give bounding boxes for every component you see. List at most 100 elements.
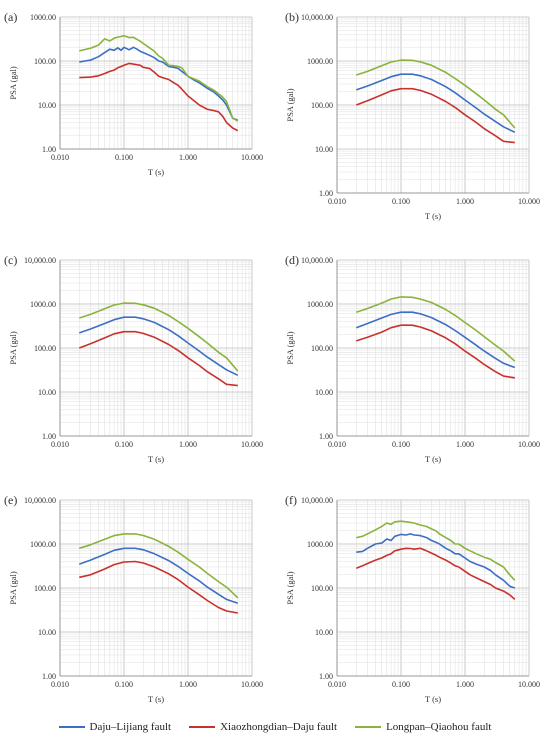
x-tick-label: 0.010 bbox=[51, 440, 69, 449]
legend-swatch-blue bbox=[58, 726, 85, 728]
x-tick-label: 0.010 bbox=[51, 153, 69, 162]
y-tick-label: 10.00 bbox=[315, 388, 333, 397]
series-line bbox=[356, 59, 516, 129]
series-line bbox=[356, 520, 516, 581]
series-line bbox=[79, 533, 239, 599]
series-line bbox=[79, 62, 239, 132]
panel-label: (d) bbox=[285, 253, 299, 267]
legend-item-daju-lijiang: Daju–Lijiang fault bbox=[58, 721, 172, 733]
y-tick-label: 1.00 bbox=[42, 432, 56, 441]
y-tick-label: 10,000.00 bbox=[301, 13, 333, 22]
y-tick-label: 10.00 bbox=[315, 628, 333, 637]
y-axis-title: PSA (gal) bbox=[8, 571, 18, 604]
x-tick-label: 10.000 bbox=[518, 197, 540, 206]
x-tick-label: 10.000 bbox=[241, 153, 263, 162]
x-tick-label: 10.000 bbox=[518, 440, 540, 449]
panel-label: (f) bbox=[285, 493, 297, 507]
x-tick-label: 1.000 bbox=[179, 440, 197, 449]
series-line bbox=[356, 296, 516, 362]
y-tick-label: 10.00 bbox=[38, 101, 56, 110]
x-axis-title: T (s) bbox=[148, 167, 164, 177]
y-tick-label: 1000.00 bbox=[307, 540, 333, 549]
legend-swatch-red bbox=[189, 726, 216, 728]
y-tick-label: 10,000.00 bbox=[301, 256, 333, 265]
y-tick-label: 1000.00 bbox=[30, 13, 56, 22]
y-tick-label: 1000.00 bbox=[30, 300, 56, 309]
chart-panel: 1.00 10.00 100.00 1000.00 10,000.00 0.010 0.10… bbox=[285, 10, 540, 221]
series-line bbox=[356, 87, 515, 144]
series-line bbox=[79, 560, 238, 614]
x-tick-label: 0.010 bbox=[328, 197, 346, 206]
y-tick-label: 10.00 bbox=[38, 628, 56, 637]
y-tick-label: 1.00 bbox=[42, 145, 56, 154]
x-tick-label: 0.100 bbox=[392, 197, 410, 206]
series-line bbox=[79, 34, 239, 122]
chart-panel: 1.00 10.00 100.00 1000.00 10,000.00 0.010 0.10… bbox=[4, 493, 263, 704]
x-tick-label: 10.000 bbox=[241, 680, 263, 689]
series-line bbox=[79, 330, 238, 387]
series-line bbox=[79, 547, 239, 605]
x-tick-label: 0.010 bbox=[51, 680, 69, 689]
x-tick-label: 1.000 bbox=[179, 153, 197, 162]
panel-label: (c) bbox=[4, 253, 17, 267]
y-tick-label: 1.00 bbox=[319, 432, 333, 441]
chart-panel: 1.00 10.00 100.00 1000.00 10,000.00 0.010 0.10… bbox=[4, 253, 263, 464]
y-tick-label: 1000.00 bbox=[307, 57, 333, 66]
legend-label: Longpan–Qiaohou fault bbox=[386, 721, 492, 733]
panel-label: (e) bbox=[4, 493, 17, 507]
x-axis-title: T (s) bbox=[425, 211, 441, 221]
y-tick-label: 1000.00 bbox=[30, 540, 56, 549]
x-tick-label: 0.100 bbox=[392, 440, 410, 449]
x-tick-label: 10.000 bbox=[518, 680, 540, 689]
series-line bbox=[79, 302, 239, 372]
x-tick-label: 0.010 bbox=[328, 440, 346, 449]
x-tick-label: 0.100 bbox=[115, 680, 133, 689]
y-tick-label: 10.00 bbox=[38, 388, 56, 397]
y-tick-label: 10.00 bbox=[315, 145, 333, 154]
y-tick-label: 10,000.00 bbox=[301, 496, 333, 505]
x-tick-label: 1.000 bbox=[456, 197, 474, 206]
y-axis-title: PSA (gal) bbox=[8, 66, 18, 99]
x-axis-title: T (s) bbox=[425, 694, 441, 704]
x-tick-label: 1.000 bbox=[179, 680, 197, 689]
y-tick-label: 100.00 bbox=[34, 57, 56, 66]
series-line bbox=[356, 324, 515, 379]
x-tick-label: 0.100 bbox=[115, 153, 133, 162]
x-tick-label: 0.100 bbox=[115, 440, 133, 449]
y-tick-label: 1000.00 bbox=[307, 300, 333, 309]
y-tick-label: 100.00 bbox=[34, 344, 56, 353]
x-axis-title: T (s) bbox=[425, 454, 441, 464]
x-tick-label: 10.000 bbox=[241, 440, 263, 449]
legend-swatch-green bbox=[355, 726, 382, 728]
y-tick-label: 100.00 bbox=[34, 584, 56, 593]
legend-label: Xiaozhongdian–Daju fault bbox=[220, 721, 338, 733]
x-axis-title: T (s) bbox=[148, 454, 164, 464]
y-tick-label: 10,000.00 bbox=[24, 496, 56, 505]
legend: Daju–Lijiang fault Xiaozhongdian–Daju fa… bbox=[0, 715, 550, 739]
series-line bbox=[356, 311, 516, 369]
legend-item-longpan-qiaohou: Longpan–Qiaohou fault bbox=[355, 721, 491, 733]
x-tick-label: 1.000 bbox=[456, 680, 474, 689]
x-tick-label: 1.000 bbox=[456, 440, 474, 449]
panel-label: (a) bbox=[4, 10, 17, 24]
y-tick-label: 100.00 bbox=[311, 584, 333, 593]
y-tick-label: 1.00 bbox=[319, 189, 333, 198]
y-axis-title: PSA (gal) bbox=[285, 331, 295, 364]
series-line bbox=[356, 73, 516, 134]
x-tick-label: 0.100 bbox=[392, 680, 410, 689]
panel-label: (b) bbox=[285, 10, 299, 24]
chart-panel: 1.00 10.00 100.00 1000.00 10,000.00 0.010 0.10… bbox=[285, 493, 540, 704]
series-line bbox=[356, 547, 516, 600]
series-line bbox=[79, 316, 239, 377]
figure: 1.00 10.00 100.00 1000.00 0.010 0.100 1.000 10.… bbox=[4, 10, 540, 704]
y-tick-label: 1.00 bbox=[319, 672, 333, 681]
y-axis-title: PSA (gal) bbox=[8, 331, 18, 364]
x-axis-title: T (s) bbox=[148, 694, 164, 704]
series-line bbox=[356, 533, 516, 589]
chart-panel: 1.00 10.00 100.00 1000.00 10,000.00 0.010 0.10… bbox=[285, 253, 540, 464]
y-tick-label: 10,000.00 bbox=[24, 256, 56, 265]
y-tick-label: 100.00 bbox=[311, 344, 333, 353]
legend-label: Daju–Lijiang fault bbox=[89, 721, 172, 733]
legend-item-xiaozhongdian-daju: Xiaozhongdian–Daju fault bbox=[189, 721, 337, 733]
x-tick-label: 0.010 bbox=[328, 680, 346, 689]
